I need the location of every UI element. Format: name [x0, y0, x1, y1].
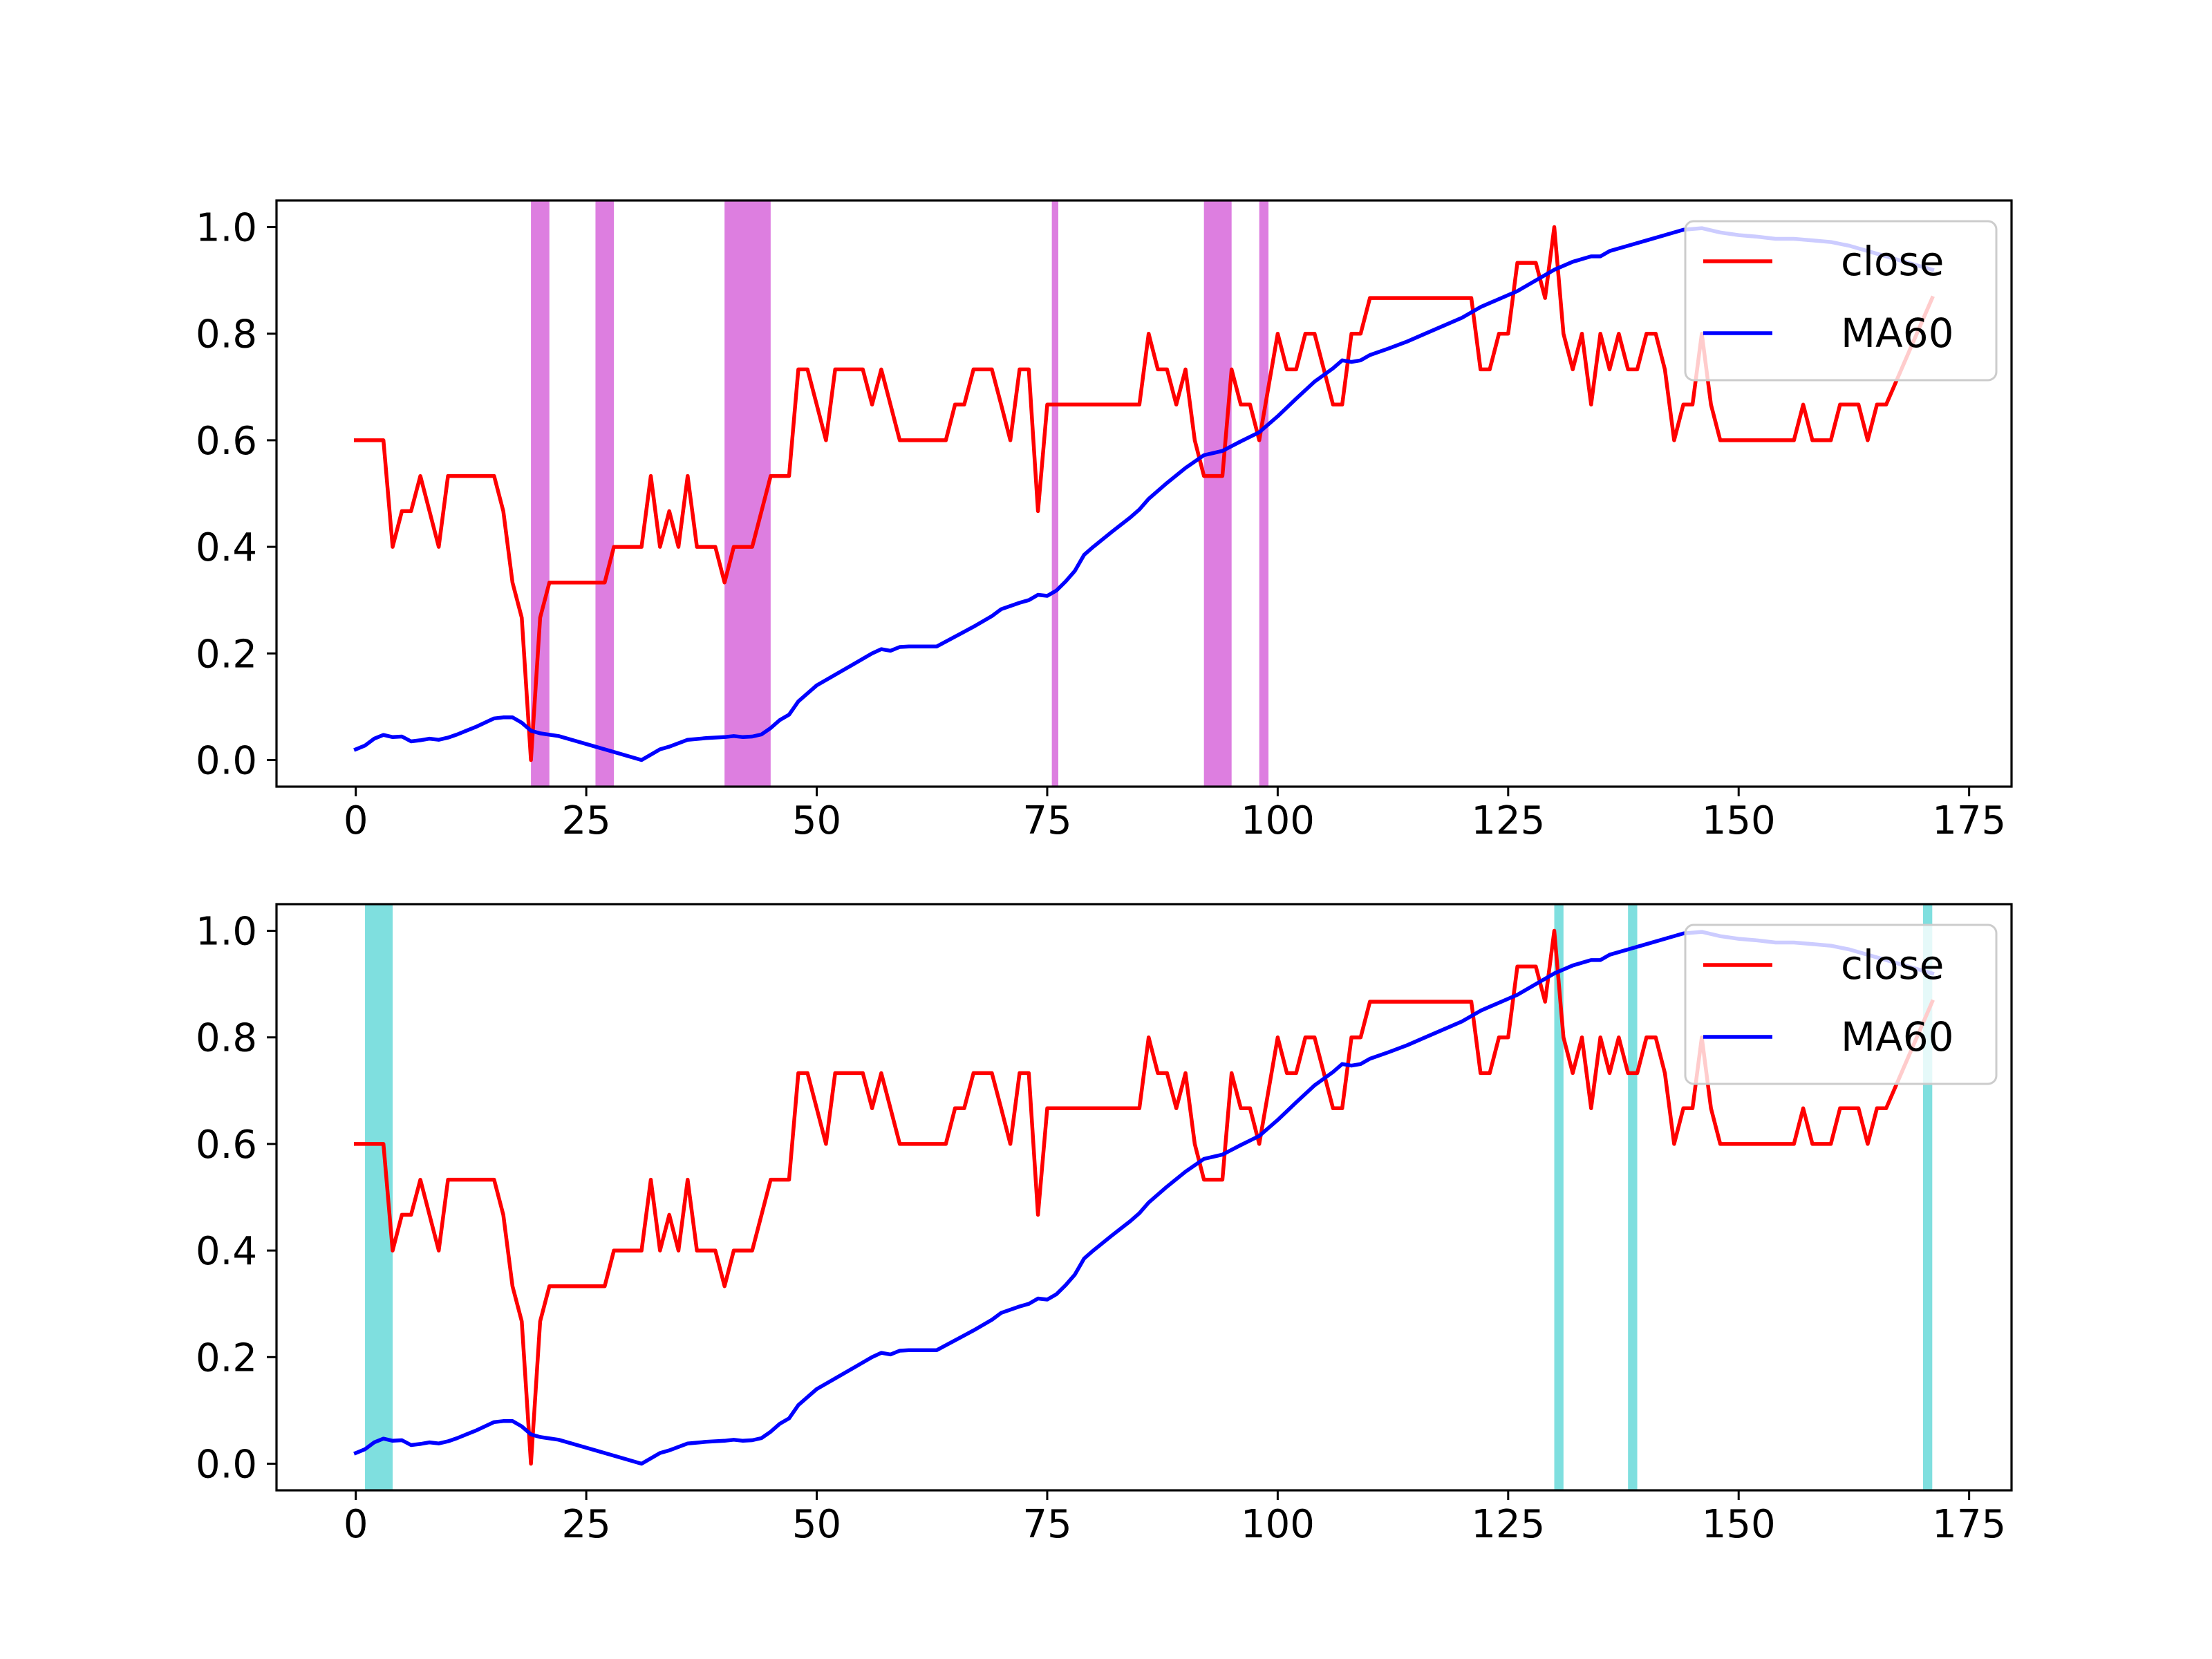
- top-x-tick-label: 175: [1932, 798, 2006, 843]
- bottom-y-tick-label: 0.6: [196, 1123, 257, 1168]
- top-x-tick-label: 50: [792, 798, 841, 843]
- top-x-axis-ticks: 0 25 50 75 100 125 150 175: [344, 787, 2006, 843]
- top-axes-frame: [275, 199, 2013, 788]
- bottom-legend-ma60-label: MA60: [1841, 1013, 1954, 1060]
- top-shaded-span: [1203, 200, 1232, 787]
- bottom-shaded-span: [1628, 904, 1638, 1490]
- top-shaded-span: [595, 200, 615, 787]
- top-y-tick-label: 0.6: [196, 419, 257, 464]
- top-series-ma60: [353, 226, 1935, 762]
- top-y-tick-label: 0.8: [196, 312, 257, 357]
- bottom-series-lines: [353, 928, 1935, 1466]
- bottom-x-tick-label: 125: [1471, 1502, 1545, 1547]
- bottom-x-tick-label: 150: [1702, 1502, 1776, 1547]
- top-shaded-span: [724, 200, 771, 787]
- bottom-x-tick-label: 0: [344, 1502, 368, 1547]
- top-subplot: close MA60 0 25 50 75 100 125 150 175 0.0 0.2 0.4…: [196, 199, 2013, 843]
- bottom-x-tick-label: 75: [1022, 1502, 1071, 1547]
- bottom-x-tick-label: 100: [1241, 1502, 1315, 1547]
- top-legend-close-label: close: [1841, 238, 1944, 285]
- top-y-tick-label: 1.0: [196, 206, 257, 251]
- top-shaded-span: [1051, 200, 1058, 787]
- top-y-tick-label: 0.2: [196, 632, 257, 677]
- bottom-y-tick-label: 0.8: [196, 1016, 257, 1061]
- bottom-y-tick-label: 0.0: [196, 1442, 257, 1487]
- top-x-tick-label: 125: [1471, 798, 1545, 843]
- bottom-y-tick-label: 0.2: [196, 1335, 257, 1380]
- top-x-tick-label: 0: [344, 798, 368, 843]
- bottom-x-tick-label: 50: [792, 1502, 841, 1547]
- bottom-subplot: close MA60 0 25 50 75 100 125 150 175 0.0 0.2 0.4…: [196, 903, 2013, 1547]
- top-legend: close MA60: [1684, 220, 1998, 382]
- top-shaded-span: [1259, 200, 1269, 787]
- bottom-y-tick-label: 0.4: [196, 1229, 257, 1274]
- bottom-shaded-span: [1554, 904, 1564, 1490]
- bottom-legend: close MA60: [1684, 924, 1998, 1085]
- bottom-axes-frame: [275, 903, 2013, 1492]
- top-series-close: [353, 225, 1935, 762]
- top-x-tick-label: 75: [1022, 798, 1071, 843]
- bottom-legend-close-label: close: [1841, 941, 1944, 988]
- top-legend-ma60-label: MA60: [1841, 310, 1954, 357]
- bottom-series-close: [353, 928, 1935, 1466]
- top-x-tick-label: 25: [561, 798, 610, 843]
- top-y-tick-label: 0.4: [196, 525, 257, 570]
- top-shaded-spans: [531, 200, 1269, 787]
- bottom-y-tick-label: 1.0: [196, 910, 257, 955]
- bottom-x-tick-label: 25: [561, 1502, 610, 1547]
- top-x-tick-label: 100: [1241, 798, 1315, 843]
- bottom-y-axis-ticks: 0.0 0.2 0.4 0.6 0.8 1.0: [196, 910, 276, 1487]
- top-series-lines: [353, 225, 1935, 762]
- bottom-series-ma60: [353, 930, 1935, 1466]
- bottom-x-axis-ticks: 0 25 50 75 100 125 150 175: [344, 1490, 2006, 1547]
- top-y-tick-label: 0.0: [196, 738, 257, 783]
- top-y-axis-ticks: 0.0 0.2 0.4 0.6 0.8 1.0: [196, 206, 276, 783]
- top-x-tick-label: 150: [1702, 798, 1776, 843]
- bottom-x-tick-label: 175: [1932, 1502, 2006, 1547]
